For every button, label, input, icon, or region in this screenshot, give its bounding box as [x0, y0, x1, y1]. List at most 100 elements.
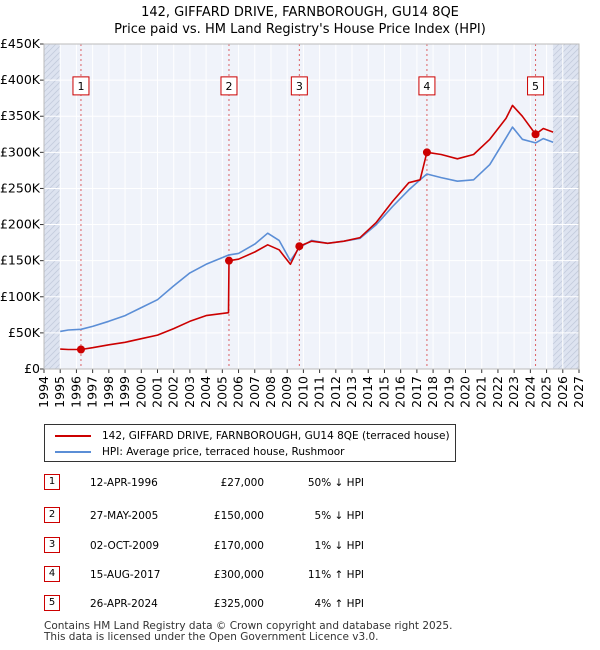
- hatch-line: [43, 345, 61, 363]
- hatch-line: [552, 161, 580, 189]
- hatch-line: [552, 77, 580, 105]
- hatch-line: [43, 75, 61, 93]
- hatch-line: [552, 335, 580, 363]
- hatch-line: [552, 203, 580, 231]
- hatch-line: [552, 257, 580, 285]
- hatch-line: [43, 189, 61, 207]
- x-tick-label: 2008: [263, 376, 278, 408]
- hatch-line: [48, 357, 61, 370]
- hatch-line: [552, 119, 580, 147]
- hatch-line: [552, 275, 580, 303]
- y-tick-label: £350K: [0, 108, 41, 123]
- x-tick-label: 2022: [490, 376, 505, 408]
- hatch-line: [552, 43, 572, 63]
- plot-area: [44, 44, 579, 369]
- x-tick-label: 2019: [441, 376, 456, 408]
- x-tick-label: 2006: [231, 376, 246, 408]
- y-tick-label: £250K: [0, 180, 41, 195]
- hatch-line: [43, 243, 61, 261]
- legend-swatch-hpi: [55, 451, 91, 453]
- hatch-line: [552, 329, 580, 357]
- hatch-line: [43, 45, 61, 63]
- sale-label-box: [527, 76, 545, 96]
- hatch-line: [552, 143, 580, 171]
- hatch-line: [43, 43, 57, 57]
- hatch-line: [552, 185, 580, 213]
- hatch-line: [43, 177, 61, 195]
- price-chart: 142, GIFFARD DRIVE, FARNBOROUGH, GU14 8Q…: [0, 5, 586, 408]
- hatch-line: [552, 83, 580, 111]
- x-tick-label: 1998: [101, 376, 116, 408]
- table-row: 5 26-APR-2024 £325,000 4% ↑ HPI: [44, 595, 404, 613]
- hatch-line: [43, 105, 61, 123]
- sale-price: £170,000: [213, 540, 264, 552]
- hatch-line: [552, 101, 580, 129]
- hatch-line: [43, 159, 61, 177]
- sale-number-badge: 1: [44, 474, 60, 490]
- hatch-line: [43, 87, 61, 105]
- x-tick-label: 2016: [393, 376, 408, 408]
- hatch-line: [43, 153, 61, 171]
- sale-point: [531, 130, 540, 139]
- x-tick-label: 2025: [539, 376, 554, 408]
- table-row: 1 12-APR-1996 £27,000 50% ↓ HPI: [44, 474, 404, 492]
- hatch-line: [552, 43, 578, 69]
- x-tick-label: 2010: [295, 376, 310, 408]
- footer-line-license: This data is licensed under the Open Gov…: [44, 631, 379, 643]
- hatch-line: [43, 225, 61, 243]
- hatch-line: [552, 317, 580, 345]
- hatch-line: [552, 71, 580, 99]
- hatch-line: [43, 207, 61, 225]
- hatch-line: [43, 141, 61, 159]
- x-tick-label: 2014: [360, 376, 375, 408]
- hatch-line: [552, 131, 580, 159]
- hatch-line: [43, 165, 61, 183]
- hatch-line: [552, 245, 580, 273]
- hatch-line: [552, 43, 560, 51]
- sale-label-number: 4: [423, 80, 430, 93]
- hatch-line: [43, 315, 61, 333]
- hatch-line: [43, 339, 61, 357]
- sale-point: [422, 148, 431, 157]
- sale-date: 12-APR-1996: [90, 477, 158, 489]
- sale-label-box: [220, 76, 238, 96]
- y-tick-label: £400K: [0, 72, 41, 87]
- chart-title: 142, GIFFARD DRIVE, FARNBOROUGH, GU14 8Q…: [141, 5, 459, 20]
- hatch-line: [43, 201, 61, 219]
- x-tick-label: 2013: [344, 376, 359, 408]
- footer-line-copyright: Contains HM Land Registry data © Crown c…: [44, 620, 453, 632]
- sale-number-badge: 2: [44, 507, 60, 523]
- table-row: 2 27-MAY-2005 £150,000 5% ↓ HPI: [44, 507, 404, 525]
- legend-item-property: 142, GIFFARD DRIVE, FARNBOROUGH, GU14 8Q…: [55, 428, 450, 444]
- hatch-line: [552, 59, 580, 87]
- hatch-line: [552, 263, 580, 291]
- hatch-line: [43, 93, 61, 111]
- hatch-line: [43, 255, 61, 273]
- hatch-line: [43, 219, 61, 237]
- hatch-line: [552, 227, 580, 255]
- hatch-line: [552, 281, 580, 309]
- y-tick-label: £100K: [0, 289, 41, 304]
- hatch-line: [43, 51, 61, 69]
- hatch-line: [43, 327, 61, 345]
- hatch-line: [552, 53, 580, 81]
- hatch-line: [43, 231, 61, 249]
- sale-label-number: 1: [77, 80, 84, 93]
- sale-point: [76, 345, 85, 354]
- x-tick-label: 2004: [198, 376, 213, 408]
- sale-hpi-diff: 50% ↓ HPI: [307, 477, 364, 489]
- sale-label-number: 3: [296, 80, 303, 93]
- hatch-line: [43, 147, 61, 165]
- hatch-line: [43, 171, 61, 189]
- hatch-line: [43, 57, 61, 75]
- x-tick-label: 1999: [117, 376, 132, 408]
- hatch-line: [552, 251, 580, 279]
- x-tick-label: 2021: [474, 376, 489, 408]
- x-tick-label: 2003: [182, 376, 197, 408]
- hatch-line: [552, 125, 580, 153]
- x-tick-label: 2026: [555, 376, 570, 408]
- hatch-line: [43, 309, 61, 327]
- shaded-region: [553, 44, 579, 369]
- hatch-line: [43, 249, 61, 267]
- x-tick-label: 2027: [571, 376, 586, 408]
